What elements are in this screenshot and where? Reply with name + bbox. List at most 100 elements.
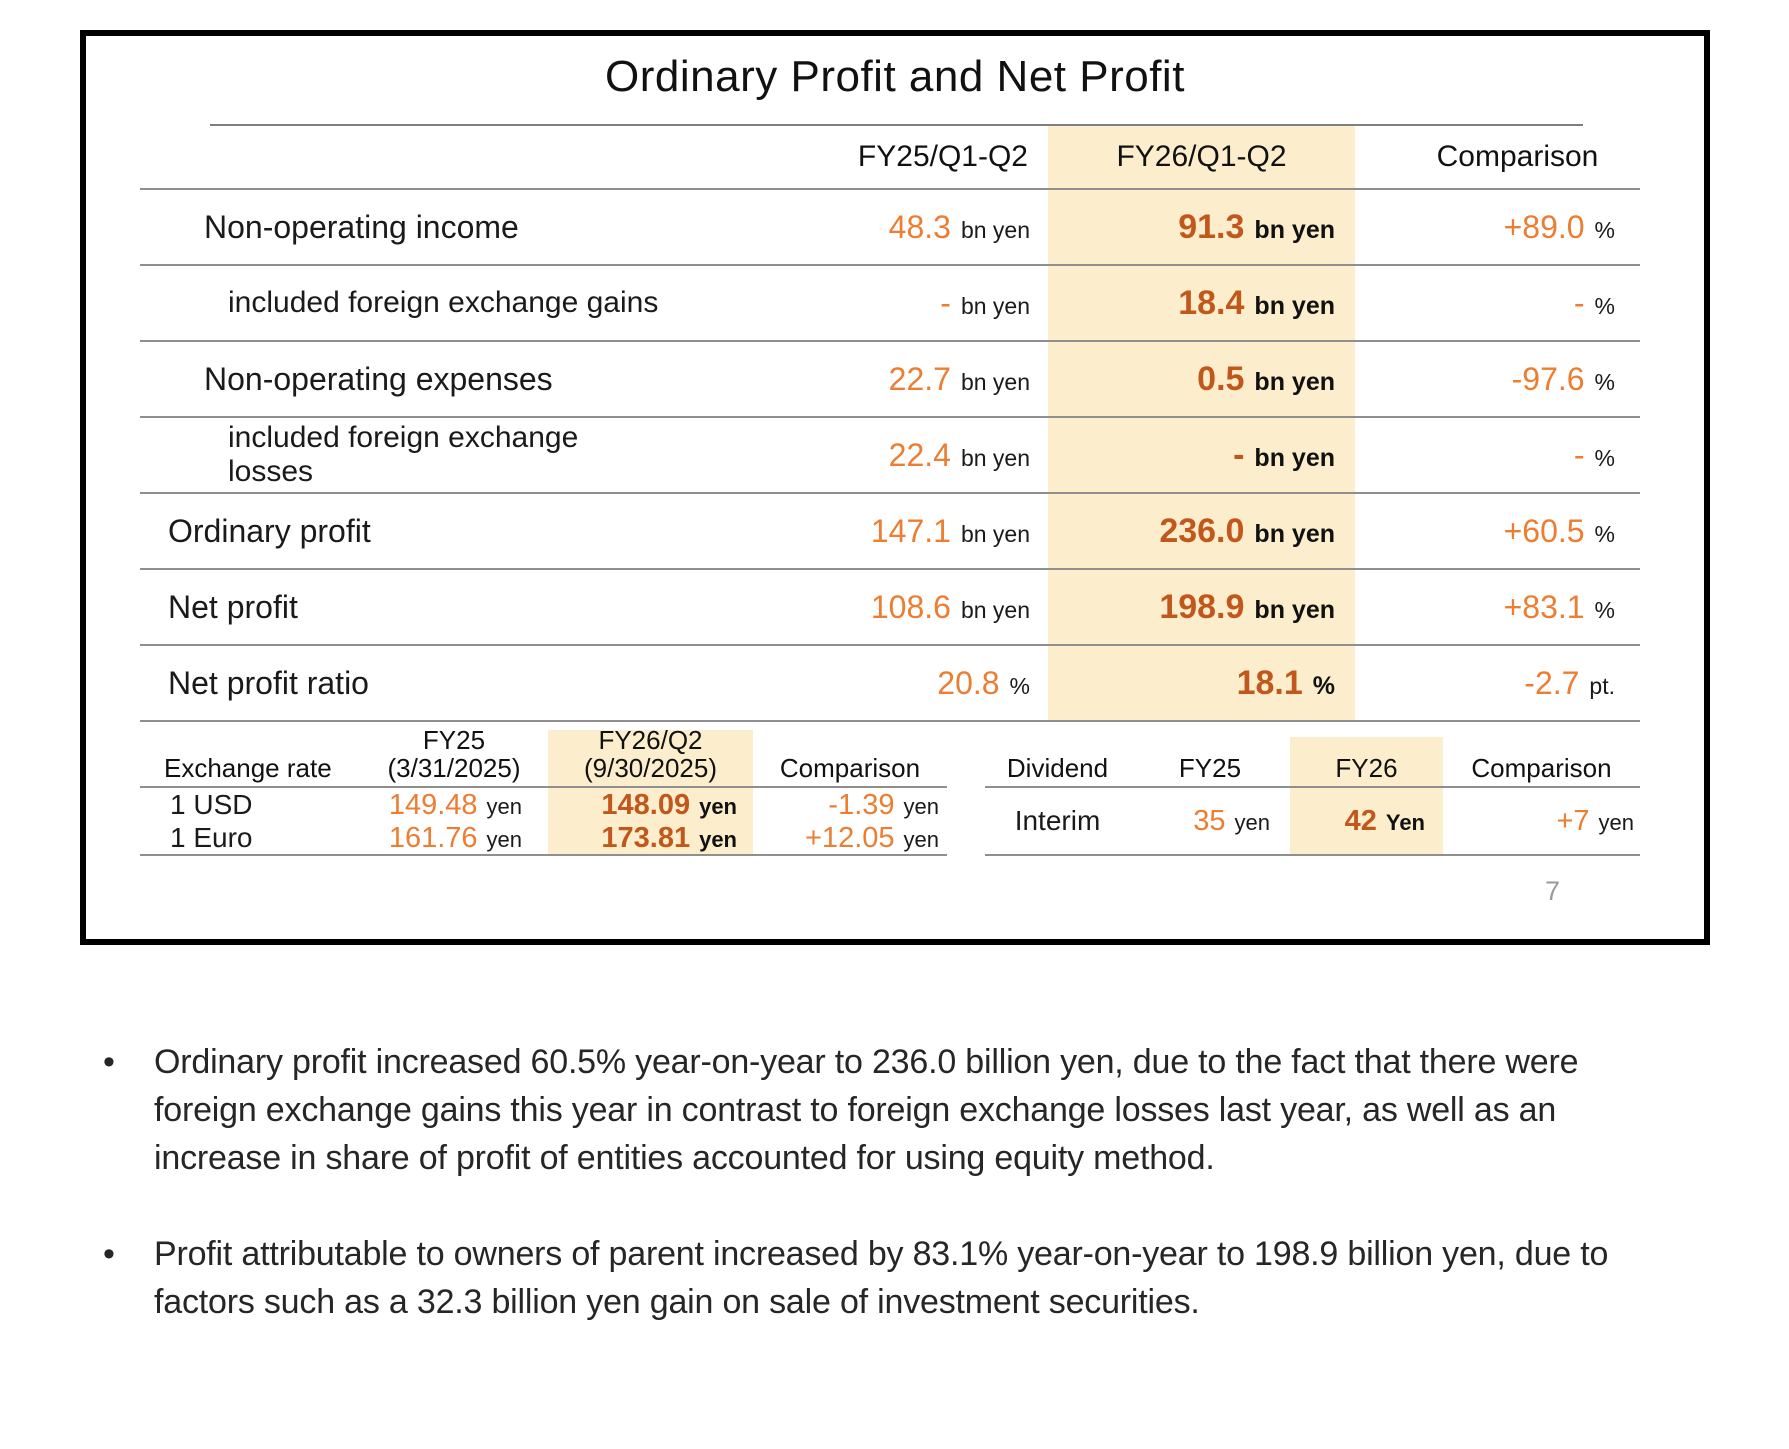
unit-label: bn yen [1254,443,1335,472]
notes-section: • Ordinary profit increased 60.5% year-o… [103,1038,1648,1374]
value-number: 108.6 [870,588,951,625]
value-number: 147.1 [870,512,951,549]
unit-label: bn yen [960,444,1030,471]
exchange-rate-header: Exchange rate [140,730,360,788]
unit-label: yen [486,793,522,819]
page-title: Ordinary Profit and Net Profit [605,52,1185,101]
row-label: 1 USD [170,789,253,820]
unit-label: pt. [1589,672,1615,699]
comparison-value: +7 yen [1443,788,1640,856]
unit-label: yen [903,793,939,819]
unit-label: yen [699,793,737,819]
comparison-value: +83.1% [1355,570,1640,646]
title-underline [210,124,1583,126]
comparison-value: +89.0% [1355,190,1640,266]
row-label: 1 Euro [140,822,360,856]
header-line1: FY26/Q2 [598,725,703,755]
exchange-rate-table: Exchange rate FY25 (3/31/2025) FY26/Q2 (9/… [140,726,947,856]
unit-label: bn yen [1254,595,1335,624]
unit-label: % [1594,216,1615,243]
fy26-value: 236.0 bn yen [1048,494,1355,570]
value-number: 22.7 [888,360,951,397]
fy25-value: 48.3 bn yen [660,190,1048,266]
fy25-value: 161.76 yen [360,822,548,856]
value-number: 236.0 [1159,511,1245,550]
header-line1: FY25 [422,725,486,755]
fy25-value: 108.6 bn yen [660,570,1048,646]
value-number: +89.0 [1503,208,1585,245]
value-number: 173.81 [601,821,691,854]
bullet-text: Profit attributable to owners of parent … [154,1235,1609,1321]
unit-label: yen [486,826,522,852]
row-label: included foreign exchange losses [140,418,660,494]
fy26-value: 0.5 bn yen [1048,342,1355,418]
value-number: 20.8 [937,664,1000,701]
col-header-comparison: Comparison [753,730,947,788]
row-label: Net profit [140,570,660,646]
unit-label: % [1312,671,1335,700]
row-label: included foreign exchange gains [140,266,660,342]
unit-label: bn yen [960,596,1030,623]
unit-label: bn yen [960,368,1030,395]
comparison-value: +60.5% [1355,494,1640,570]
value-number: +12.05 [805,821,895,854]
fy25-value: - bn yen [660,266,1048,342]
unit-label: % [1594,520,1615,547]
value-number: -97.6 [1511,360,1585,397]
fy26-value: 148.09 yen [548,788,753,822]
bullet-icon: • [103,1043,115,1081]
comparison-value: -% [1355,418,1640,494]
unit-label: yen [1234,809,1270,835]
value-number: +60.5 [1503,512,1585,549]
comparison-value: -2.7 pt. [1355,646,1640,722]
fy26-value: 18.4 bn yen [1048,266,1355,342]
row-label: Ordinary profit [140,494,660,570]
row-label: Non-operating income [140,190,660,266]
unit-label: bn yen [960,292,1030,319]
unit-label: bn yen [1254,519,1335,548]
value-number: 42 [1344,804,1377,837]
fy26-value: 198.9 bn yen [1048,570,1355,646]
value-number: 0.5 [1197,359,1245,398]
unit-label: bn yen [960,520,1030,547]
value-number: - [1573,436,1585,473]
unit-label: yen [903,826,939,852]
value-number: 91.3 [1178,207,1245,246]
fy25-value: 20.8% [660,646,1048,722]
value-number: 18.4 [1178,283,1245,322]
bullet-icon: • [103,1235,115,1273]
comparison-value: +12.05 yen [753,822,947,856]
fy26-value: 91.3 bn yen [1048,190,1355,266]
value-number: 22.4 [888,436,951,473]
value-number: -2.7 [1524,664,1580,701]
fy25-value: 147.1 bn yen [660,494,1048,570]
value-number: 198.9 [1159,587,1245,626]
value-number: - [1233,435,1245,474]
unit-label: % [1594,444,1615,471]
value-number: 149.48 [388,788,478,821]
value-number: 48.3 [888,208,951,245]
col-header-fy26: FY26/Q1-Q2 [1048,126,1355,190]
unit-label: bn yen [1254,367,1335,396]
value-number: - [940,284,951,321]
col-header-fy25: FY25 (3/31/2025) [360,726,548,788]
fy26-value: 42 Yen [1290,788,1443,856]
row-label: Interim [985,788,1130,856]
col-header-fy25: FY25 [1130,737,1290,788]
unit-label: yen [699,826,737,852]
value-number: 35 [1193,804,1226,837]
unit-label: bn yen [1254,291,1335,320]
unit-label: Yen [1385,809,1425,835]
unit-label: yen [1598,809,1634,835]
fy26-value: 173.81 yen [548,822,753,856]
unit-label: % [1594,368,1615,395]
header-spacer [140,126,660,190]
unit-label: % [1009,672,1030,699]
value-number: -1.39 [828,788,895,821]
comparison-value: -1.39 yen [753,788,947,822]
col-header-fy26: FY26/Q2 (9/30/2025) [548,726,753,788]
value-number: 148.09 [601,788,691,821]
dividend-table: Dividend FY25 FY26 Comparison Interim 35… [985,737,1640,856]
col-header-comparison: Comparison [1443,737,1640,788]
fy25-value: 35 yen [1130,788,1290,856]
